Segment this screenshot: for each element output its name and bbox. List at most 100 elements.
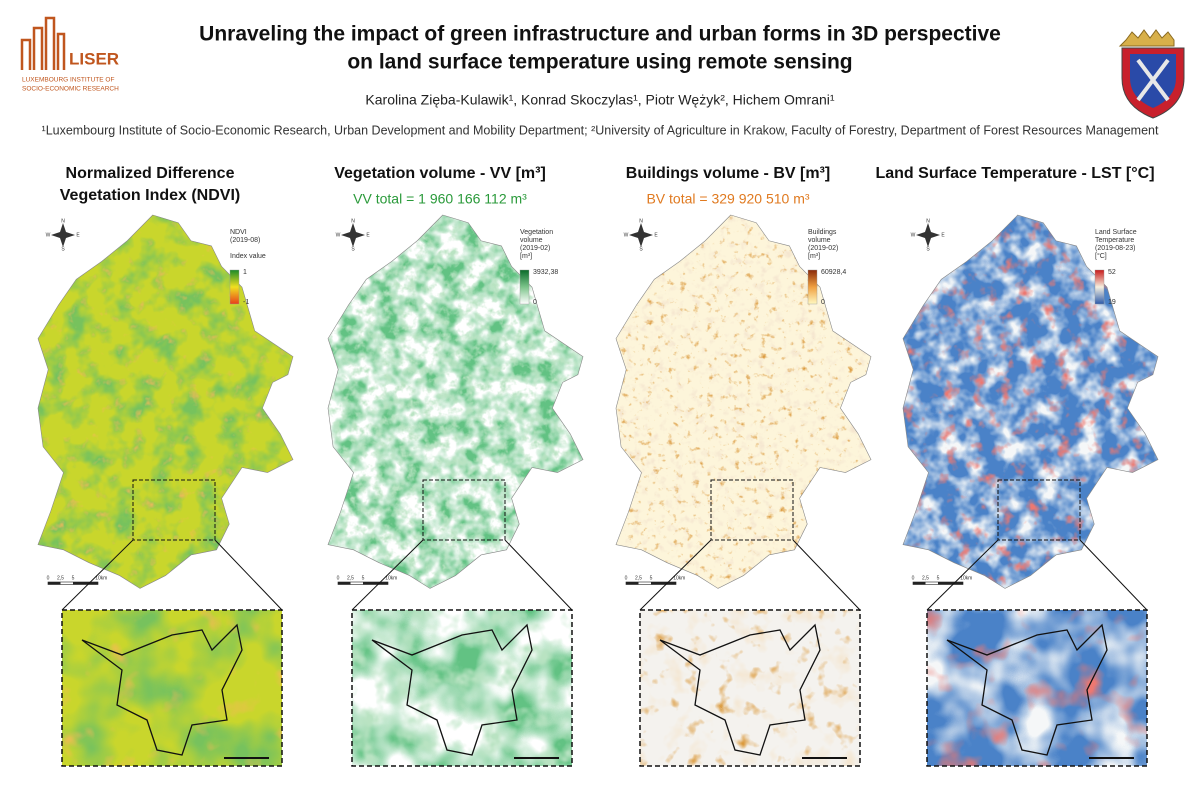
compass: N S W E xyxy=(46,218,81,252)
panel-title: Land Surface Temperature - LST [°C] xyxy=(875,165,1154,182)
legend-ramp xyxy=(519,269,530,305)
inset-frame xyxy=(351,609,573,767)
scale-bar xyxy=(938,582,963,585)
legend-ramp xyxy=(229,269,240,305)
legend-max: 52 xyxy=(1108,269,1116,276)
compass-label: S xyxy=(61,246,65,252)
inset-map xyxy=(62,610,282,766)
legend-text: NDVI xyxy=(230,229,247,236)
compass-label: N xyxy=(351,218,355,224)
scale-label: 0 xyxy=(912,575,915,581)
scale-bar xyxy=(626,582,639,585)
compass-label: E xyxy=(941,232,945,238)
legend-text: Vegetation xyxy=(520,229,553,236)
panel: Vegetation volume - VV [m³] VV total = 1 … xyxy=(327,165,584,767)
scale-label: 10 xyxy=(95,575,101,581)
map-texture xyxy=(38,215,293,589)
scale-label: 5 xyxy=(362,575,365,581)
scale-label: 2,5 xyxy=(347,575,354,581)
legend-text: [m³] xyxy=(520,253,532,260)
scale-label: km xyxy=(966,575,973,581)
scale-label: 0 xyxy=(337,575,340,581)
city-boundary xyxy=(659,623,821,756)
compass-label: W xyxy=(911,232,916,238)
panel-title: Vegetation volume - VV [m³] xyxy=(334,165,546,182)
panel-subtitle: VV total = 1 960 166 112 m³ xyxy=(353,191,527,207)
liser-logo: LISER LUXEMBOURG INSTITUTE OF SOCIO-ECON… xyxy=(20,16,119,93)
legend-text: (2019-02) xyxy=(808,245,838,252)
legend-text: [m³] xyxy=(808,253,820,260)
inset-frame xyxy=(61,609,283,767)
map xyxy=(38,215,293,589)
logo-name: LISER xyxy=(69,49,119,68)
legend-ramp xyxy=(807,269,818,305)
scale-label: 5 xyxy=(72,575,75,581)
compass-label: W xyxy=(46,232,51,238)
panel-subtitle: BV total = 329 920 510 m³ xyxy=(646,191,809,207)
compass-star xyxy=(916,223,940,247)
affiliations: ¹Luxembourg Institute of Socio-Economic … xyxy=(42,123,1159,137)
scale-bar xyxy=(651,582,676,585)
inset-texture xyxy=(352,610,572,766)
panel-title: Normalized Difference xyxy=(66,165,235,182)
legend-min: 0 xyxy=(533,299,537,306)
zoom-line xyxy=(926,539,999,611)
compass-label: S xyxy=(926,246,930,252)
zoom-line xyxy=(639,539,712,611)
logo-line: LUXEMBOURG INSTITUTE OF xyxy=(22,77,114,84)
panel-title: Buildings volume - BV [m³] xyxy=(626,165,830,182)
compass-label: N xyxy=(926,218,930,224)
scale-bar xyxy=(48,582,61,585)
legend-text: (2019-02) xyxy=(520,245,550,252)
scale-label: km xyxy=(391,575,398,581)
title: Unraveling the impact of green infrastru… xyxy=(199,23,1001,46)
inset-map xyxy=(927,610,1147,766)
legend-text: Temperature xyxy=(1095,237,1134,244)
zoom-line xyxy=(792,539,861,611)
scale-label: km xyxy=(101,575,108,581)
compass-label: S xyxy=(639,246,643,252)
zoom-line xyxy=(61,539,134,611)
inset-map xyxy=(352,610,572,766)
crest xyxy=(1118,29,1185,119)
scale-label: 5 xyxy=(650,575,653,581)
scale-label: km xyxy=(679,575,686,581)
inset-map xyxy=(640,610,860,766)
zoom-box xyxy=(997,479,1081,541)
scale-label: 2,5 xyxy=(922,575,929,581)
zoom-box xyxy=(710,479,794,541)
scale-label: 10 xyxy=(673,575,679,581)
inset-scale xyxy=(802,757,847,759)
legend-text: Index value xyxy=(230,253,266,260)
panel: Land Surface Temperature - LST [°C] N S W E L… xyxy=(875,165,1159,767)
scale-bar xyxy=(913,582,926,585)
compass-label: W xyxy=(336,232,341,238)
zoom-line xyxy=(351,539,424,611)
zoom-line xyxy=(214,539,283,611)
city-boundary xyxy=(946,623,1108,756)
compass-label: E xyxy=(76,232,80,238)
compass-label: N xyxy=(61,218,65,224)
map xyxy=(616,215,871,589)
compass-label: E xyxy=(366,232,370,238)
legend-text: volume xyxy=(808,237,831,244)
legend-text: [°C] xyxy=(1095,252,1107,260)
legend-max: 3932,38 xyxy=(533,269,558,276)
scale-label: 10 xyxy=(960,575,966,581)
map-outline xyxy=(327,214,584,589)
scale-bar xyxy=(363,582,388,585)
inset-frame xyxy=(926,609,1148,767)
legend-text: volume xyxy=(520,237,543,244)
inset-scale xyxy=(514,757,559,759)
legend-text: Buildings xyxy=(808,229,837,236)
scale-label: 2,5 xyxy=(635,575,642,581)
compass-star xyxy=(341,223,365,247)
zoom-line xyxy=(1079,539,1148,611)
compass-label: S xyxy=(351,246,355,252)
scale-label: 2,5 xyxy=(57,575,64,581)
legend-text: Land Surface xyxy=(1095,229,1137,236)
map xyxy=(903,215,1158,589)
legend-min: 0 xyxy=(821,299,825,306)
compass: N S W E xyxy=(336,218,371,252)
